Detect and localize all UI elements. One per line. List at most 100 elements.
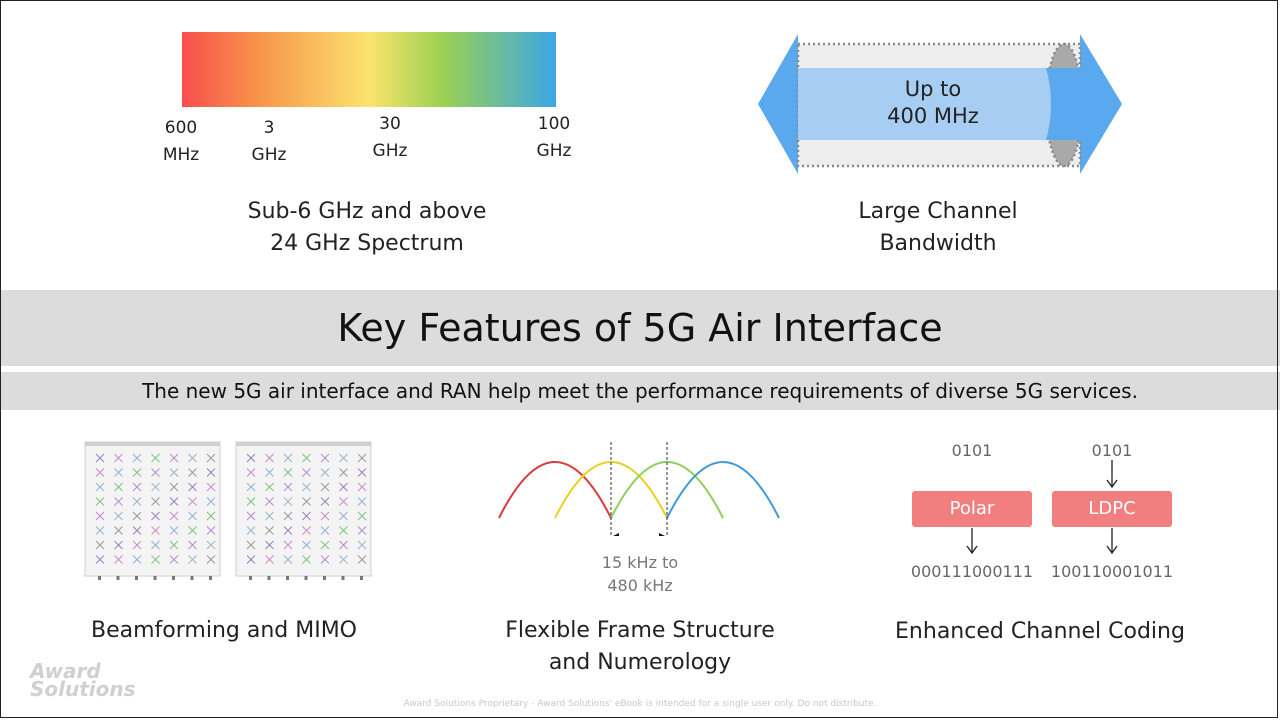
antenna-element: [265, 453, 274, 463]
antenna-element: [246, 540, 256, 550]
antenna-connector: [286, 576, 289, 580]
antenna-element: [188, 482, 197, 492]
antenna-element: [302, 468, 311, 477]
antenna-element: [283, 511, 293, 521]
antenna-element: [357, 497, 367, 506]
polar-down-arrow-icon: [966, 528, 978, 555]
antenna-element: [151, 453, 160, 463]
antenna-element: [357, 468, 367, 477]
antenna-element: [283, 482, 293, 492]
antenna-element: [95, 453, 105, 463]
antenna-element: [151, 540, 160, 550]
antenna-connector: [249, 576, 252, 580]
antenna-element: [206, 526, 216, 535]
antenna-element: [302, 482, 311, 492]
antenna-element: [169, 482, 179, 492]
antenna-element: [206, 453, 216, 463]
antenna-element: [188, 555, 197, 564]
antenna-element: [339, 540, 348, 550]
antenna-element: [169, 540, 179, 550]
antenna-element: [132, 511, 142, 521]
antenna-element: [169, 453, 179, 463]
antenna-element: [114, 468, 123, 477]
antenna-element: [206, 482, 216, 492]
ldpc-down-arrow-icon: [1106, 528, 1118, 555]
polar-output-bits: 000111000111: [910, 562, 1034, 581]
antenna-element: [302, 526, 311, 535]
antenna-element: [114, 526, 123, 535]
antenna-element: [151, 526, 160, 535]
antenna-connector: [341, 576, 345, 580]
antenna-element: [283, 497, 293, 506]
antenna-element: [302, 540, 311, 550]
antenna-element: [283, 526, 293, 535]
antenna-element: [132, 468, 142, 477]
antenna-connector: [360, 576, 363, 580]
antenna-element: [95, 511, 105, 521]
antenna-element: [320, 453, 330, 463]
tick-600mhz: 600 MHz: [162, 118, 200, 165]
award-solutions-logo: Award Solutions: [30, 659, 136, 701]
antenna-element: [169, 468, 179, 477]
antenna-element: [265, 511, 274, 521]
antenna-panel-left: [84, 441, 221, 577]
antenna-element: [188, 453, 197, 463]
antenna-element: [357, 540, 367, 550]
antenna-connector: [135, 576, 138, 580]
antenna-connector: [153, 576, 157, 580]
beamforming-caption: Beamforming and MIMO: [91, 618, 357, 643]
page-subtitle: The new 5G air interface and RAN help me…: [142, 379, 1138, 403]
antenna-element: [265, 468, 274, 477]
antenna-element: [132, 555, 142, 564]
antenna-connector: [267, 576, 271, 580]
title-band: Key Features of 5G Air Interface: [0, 290, 1280, 366]
antenna-element: [132, 453, 142, 463]
antenna-element: [339, 468, 348, 477]
antenna-element: [320, 511, 330, 521]
antenna-element: [246, 482, 256, 492]
antenna-element: [357, 453, 367, 463]
antenna-element: [114, 482, 123, 492]
antenna-element: [283, 468, 293, 477]
antenna-element: [302, 555, 311, 564]
polar-input-bits: 0101: [951, 441, 993, 460]
wave-red: [498, 461, 612, 519]
antenna-element: [169, 497, 179, 506]
antenna-element: [132, 497, 142, 506]
antenna-element: [114, 497, 123, 506]
polar-box: Polar: [912, 491, 1032, 527]
page-title: Key Features of 5G Air Interface: [337, 306, 943, 350]
antenna-connector: [172, 576, 175, 580]
footer-disclaimer: Award Solutions Proprietary - Award Solu…: [403, 699, 877, 709]
antenna-element: [283, 555, 293, 564]
antenna-element: [357, 526, 367, 535]
antenna-element: [265, 482, 274, 492]
antenna-element: [206, 540, 216, 550]
antenna-connector: [190, 576, 194, 580]
antenna-element: [206, 555, 216, 564]
tick-30ghz: 30 GHz: [372, 114, 408, 161]
antenna-element: [283, 540, 293, 550]
antenna-element: [302, 453, 311, 463]
antenna-element: [246, 555, 256, 564]
antenna-element: [320, 482, 330, 492]
antenna-element: [206, 468, 216, 477]
antenna-element: [339, 482, 348, 492]
antenna-element: [320, 555, 330, 564]
antenna-element: [320, 540, 330, 550]
spectrum-caption: Sub-6 GHz and above 24 GHz Spectrum: [247, 199, 487, 256]
ldpc-input-arrow-icon: [1106, 460, 1118, 489]
antenna-element: [114, 453, 123, 463]
antenna-element: [357, 555, 367, 564]
antenna-element: [95, 555, 105, 564]
ldpc-box: LDPC: [1052, 491, 1172, 527]
antenna-element: [169, 555, 179, 564]
antenna-element: [246, 526, 256, 535]
antenna-element: [95, 497, 105, 506]
antenna-element: [265, 526, 274, 535]
antenna-element: [357, 482, 367, 492]
antenna-element: [302, 511, 311, 521]
antenna-element: [339, 453, 348, 463]
antenna-element: [302, 497, 311, 506]
antenna-element: [151, 555, 160, 564]
